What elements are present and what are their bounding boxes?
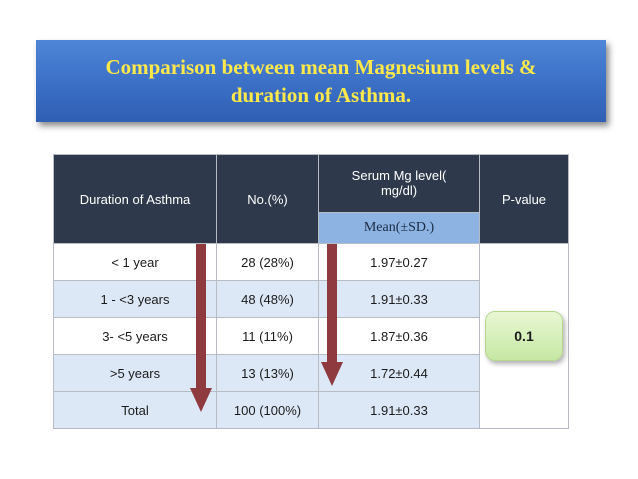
cell-mean: 1.91±0.33 (318, 391, 480, 429)
cell-no: 28 (28%) (216, 243, 319, 281)
comparison-table: Duration of Asthma No.(%) Serum Mg level… (53, 154, 569, 429)
cell-mean: 1.91±0.33 (318, 280, 480, 318)
cell-no: 13 (13%) (216, 354, 319, 392)
slide-title: Comparison between mean Magnesium levels… (105, 53, 536, 109)
cell-duration: 3- <5 years (53, 317, 217, 355)
table-row: < 1 year 28 (28%) 1.97±0.27 0.1 (53, 243, 569, 429)
pvalue-badge: 0.1 (485, 311, 563, 361)
table-row-total: Total 100 (100%) 1.91±0.33 (53, 391, 569, 429)
pvalue-cell: 0.1 (479, 243, 569, 429)
cell-no: 11 (11%) (216, 317, 319, 355)
title-line-2: duration of Asthma. (230, 83, 412, 107)
cell-duration: >5 years (53, 354, 217, 392)
header-no: No.(%) (216, 154, 319, 244)
cell-no: 48 (48%) (216, 280, 319, 318)
header-pvalue: P-value (479, 154, 569, 244)
cell-mean: 1.72±0.44 (318, 354, 480, 392)
down-arrow-icon (190, 244, 212, 412)
down-arrow-icon (321, 244, 343, 386)
table-row: >5 years 13 (13%) 1.72±0.44 (53, 354, 569, 392)
header-serum: Serum Mg level( mg/dl) (318, 154, 480, 213)
cell-duration: < 1 year (53, 243, 217, 281)
cell-duration: Total (53, 391, 217, 429)
header-serum-line1: Serum Mg level( (351, 168, 447, 184)
header-mean-sd: Mean(±SD.) (318, 211, 480, 245)
table-row: 1 - <3 years 48 (48%) 1.91±0.33 (53, 280, 569, 318)
header-duration: Duration of Asthma (53, 154, 217, 244)
cell-mean: 1.87±0.36 (318, 317, 480, 355)
cell-no: 100 (100%) (216, 391, 319, 429)
header-serum-line2: mg/dl) (380, 183, 418, 199)
title-line-1: Comparison between mean Magnesium levels… (105, 55, 537, 79)
table-row: 3- <5 years 11 (11%) 1.87±0.36 (53, 317, 569, 355)
title-banner: Comparison between mean Magnesium levels… (36, 40, 606, 122)
